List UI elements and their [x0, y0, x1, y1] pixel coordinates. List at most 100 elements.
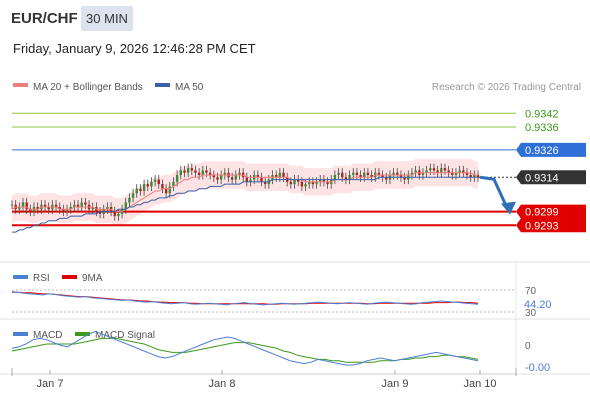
candle-body — [297, 179, 300, 182]
candle-body — [62, 209, 65, 212]
x-tick-label: Jan 10 — [463, 378, 496, 390]
rsi-tick-30: 30 — [525, 308, 537, 319]
candle-body — [65, 209, 69, 212]
candle-body — [201, 170, 205, 175]
candle-body — [403, 177, 406, 180]
ma50-legend-swatch — [155, 83, 170, 87]
candle-body — [36, 207, 39, 210]
x-tick-label: Jan 9 — [382, 378, 409, 390]
level-label-0.9314: 0.9314 — [525, 172, 559, 184]
candle-body — [212, 175, 216, 178]
candle-body — [172, 181, 175, 187]
level-label-0.9293: 0.9293 — [525, 220, 559, 232]
candle-body — [179, 170, 182, 175]
candle-body — [363, 172, 366, 178]
candle-body — [69, 207, 72, 210]
candle-body — [344, 177, 348, 180]
candle-body — [249, 179, 252, 182]
candle-body — [425, 170, 428, 173]
candle-body — [381, 175, 384, 178]
candle-body — [396, 172, 399, 175]
level-tag-0.9314 — [516, 170, 586, 185]
candle-body — [135, 188, 138, 194]
candle-body — [451, 172, 454, 175]
candle-body — [25, 202, 28, 210]
candle-body — [304, 184, 307, 187]
candle-body — [421, 172, 425, 175]
x-axis: Jan 7 Jan 8 Jan 9 Jan 10 — [11, 368, 517, 390]
candle-body — [319, 179, 322, 182]
level-tag-0.9293 — [516, 218, 586, 233]
candle-body — [47, 207, 50, 210]
candle-body — [465, 172, 469, 175]
candle-body — [208, 172, 212, 175]
rsi-legend-label: RSI — [33, 273, 50, 284]
candle-body — [183, 170, 186, 173]
candle-body — [98, 211, 102, 214]
candle-body — [377, 172, 381, 175]
candle-body — [124, 202, 127, 210]
chart-datetime: Friday, January 9, 2026 12:46:28 PM CET — [13, 41, 256, 56]
candle-body — [399, 175, 403, 178]
candle-body — [190, 168, 193, 171]
ma50-line — [12, 176, 478, 233]
instrument-title: EUR/CHF — [11, 10, 78, 27]
credit-text: Research © 2026 Trading Central — [432, 82, 581, 93]
candle-body — [234, 175, 238, 180]
candle-body — [315, 181, 318, 185]
candle-body — [333, 175, 337, 180]
candle-body — [186, 168, 190, 173]
candle-body — [219, 175, 223, 180]
candle-body — [54, 204, 58, 207]
candle-body — [128, 197, 131, 203]
candle-body — [476, 175, 480, 178]
candle-body — [76, 204, 80, 207]
level-tag-0.9299 — [516, 204, 586, 219]
rsi-last-value: 44.20 — [524, 299, 552, 311]
candle-body — [157, 179, 160, 185]
candle-body — [308, 181, 311, 185]
macd-line — [11, 330, 479, 366]
rsi-tick-70: 70 — [525, 286, 537, 297]
candle-body — [29, 209, 32, 212]
candle-body — [458, 170, 461, 173]
candle-body — [385, 177, 388, 180]
candle-body — [197, 172, 201, 175]
rsi-line — [11, 291, 479, 306]
bollinger-band — [12, 159, 478, 226]
candle-body — [139, 188, 142, 191]
candle-body — [113, 211, 116, 217]
candle-body — [293, 179, 296, 185]
ma20-line — [11, 172, 478, 213]
candle-body — [153, 179, 157, 182]
ma50-legend-label: MA 50 — [175, 82, 204, 93]
candle-body — [84, 202, 87, 205]
candle-body — [106, 207, 109, 210]
candle-body — [238, 172, 241, 175]
candle-body — [21, 202, 25, 207]
candle-body — [454, 172, 458, 175]
candle-body — [462, 170, 465, 173]
x-tick-label: Jan 7 — [37, 378, 64, 390]
candle-body — [43, 204, 47, 207]
macd-signal-legend-swatch — [75, 332, 90, 336]
candle-body — [91, 207, 94, 210]
rsi-legend-swatch — [13, 275, 28, 279]
candle-body — [414, 170, 417, 173]
candle-body — [117, 213, 120, 217]
macd-panel: 0 -0.00 — [11, 330, 550, 374]
projection-arrow — [479, 175, 508, 207]
macd-signal-line — [11, 337, 479, 363]
candle-body — [370, 175, 373, 178]
candle-body — [366, 172, 370, 175]
chart-header: EUR/CHF 30 MIN — [0, 0, 590, 34]
timeframe-badge[interactable]: 30 MIN — [81, 6, 133, 31]
rsi-ma-legend-label: 9MA — [82, 273, 103, 284]
candle-body — [168, 186, 171, 194]
level-label-0.9326: 0.9326 — [525, 145, 559, 157]
candle-body — [164, 188, 168, 194]
candle-body — [410, 172, 414, 175]
